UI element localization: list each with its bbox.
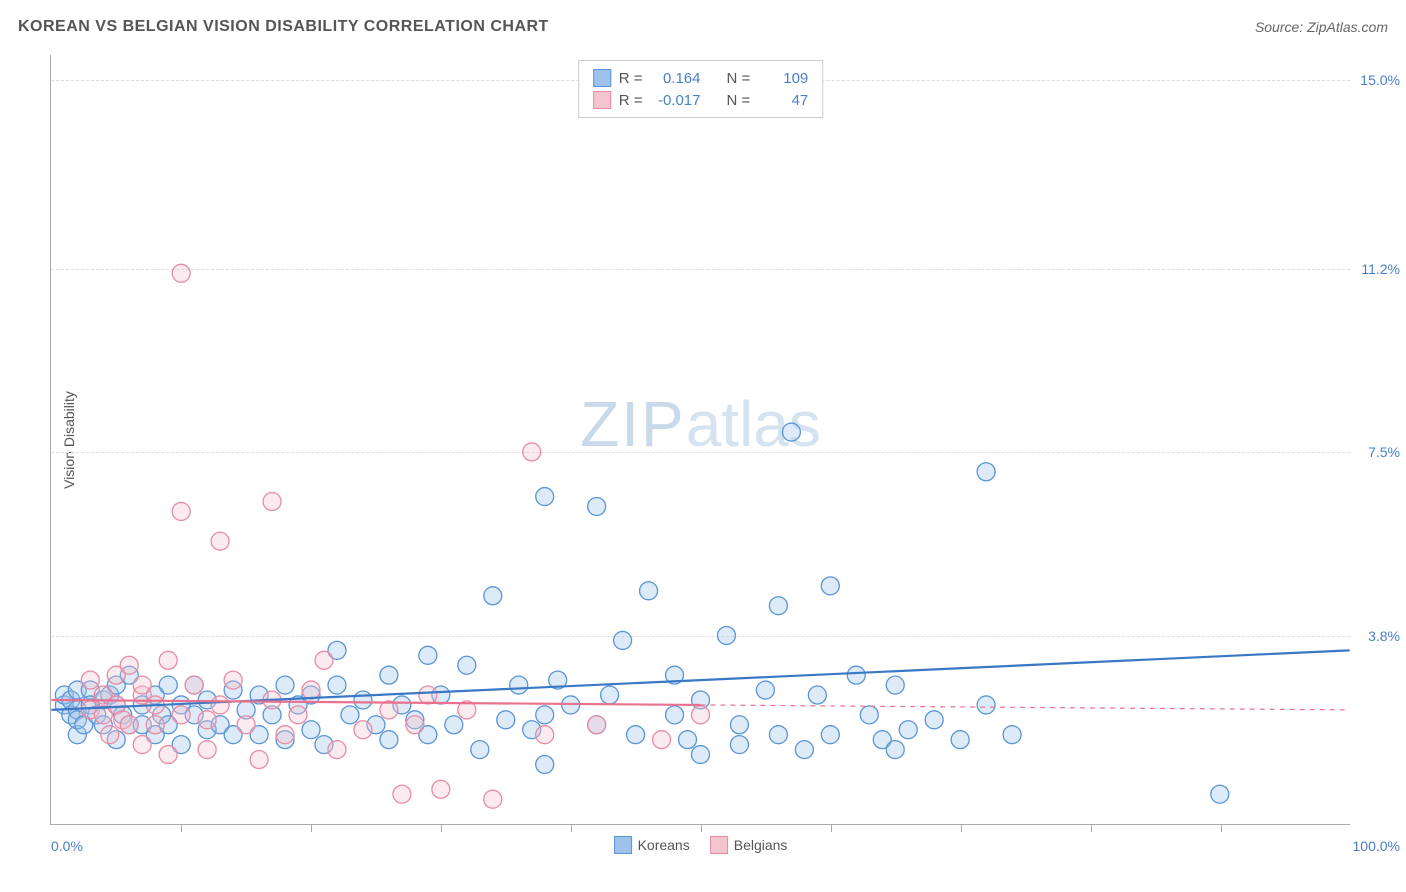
legend-label-belgians: Belgians	[734, 837, 788, 853]
r-value-belgians: -0.017	[651, 92, 701, 109]
swatch-koreans-icon	[614, 836, 632, 854]
y-tick-label: 11.2%	[1361, 261, 1400, 277]
x-axis-min-label: 0.0%	[51, 838, 83, 854]
x-tick	[181, 824, 182, 832]
x-tick	[311, 824, 312, 832]
scatter-plot-svg	[51, 55, 1350, 824]
legend-label-koreans: Koreans	[638, 837, 690, 853]
legend-correlation: R = 0.164 N = 109 R = -0.017 N = 47	[578, 60, 824, 118]
x-tick	[1091, 824, 1092, 832]
x-tick	[961, 824, 962, 832]
legend-item-koreans: Koreans	[614, 836, 690, 854]
chart-title: KOREAN VS BELGIAN VISION DISABILITY CORR…	[18, 18, 549, 36]
x-tick	[1221, 824, 1222, 832]
x-tick	[571, 824, 572, 832]
plot-area: ZIPatlas R = 0.164 N = 109 R = -0.017 N …	[50, 55, 1350, 825]
y-tick-label: 7.5%	[1368, 444, 1400, 460]
legend-row-koreans: R = 0.164 N = 109	[593, 67, 809, 89]
chart-container: Vision Disability ZIPatlas R = 0.164 N =…	[50, 55, 1350, 825]
x-axis-max-label: 100.0%	[1353, 838, 1400, 854]
y-tick-label: 15.0%	[1360, 72, 1400, 88]
swatch-koreans	[593, 69, 611, 87]
chart-header: KOREAN VS BELGIAN VISION DISABILITY CORR…	[18, 18, 1388, 36]
legend-series: Koreans Belgians	[614, 836, 788, 854]
legend-row-belgians: R = -0.017 N = 47	[593, 89, 809, 111]
swatch-belgians	[593, 91, 611, 109]
chart-source: Source: ZipAtlas.com	[1255, 19, 1388, 35]
x-tick	[701, 824, 702, 832]
legend-item-belgians: Belgians	[710, 836, 788, 854]
n-value-belgians: 47	[758, 92, 808, 109]
r-value-koreans: 0.164	[651, 70, 701, 87]
swatch-belgians-icon	[710, 836, 728, 854]
x-tick	[831, 824, 832, 832]
n-value-koreans: 109	[758, 70, 808, 87]
x-tick	[441, 824, 442, 832]
y-tick-label: 3.8%	[1368, 628, 1400, 644]
